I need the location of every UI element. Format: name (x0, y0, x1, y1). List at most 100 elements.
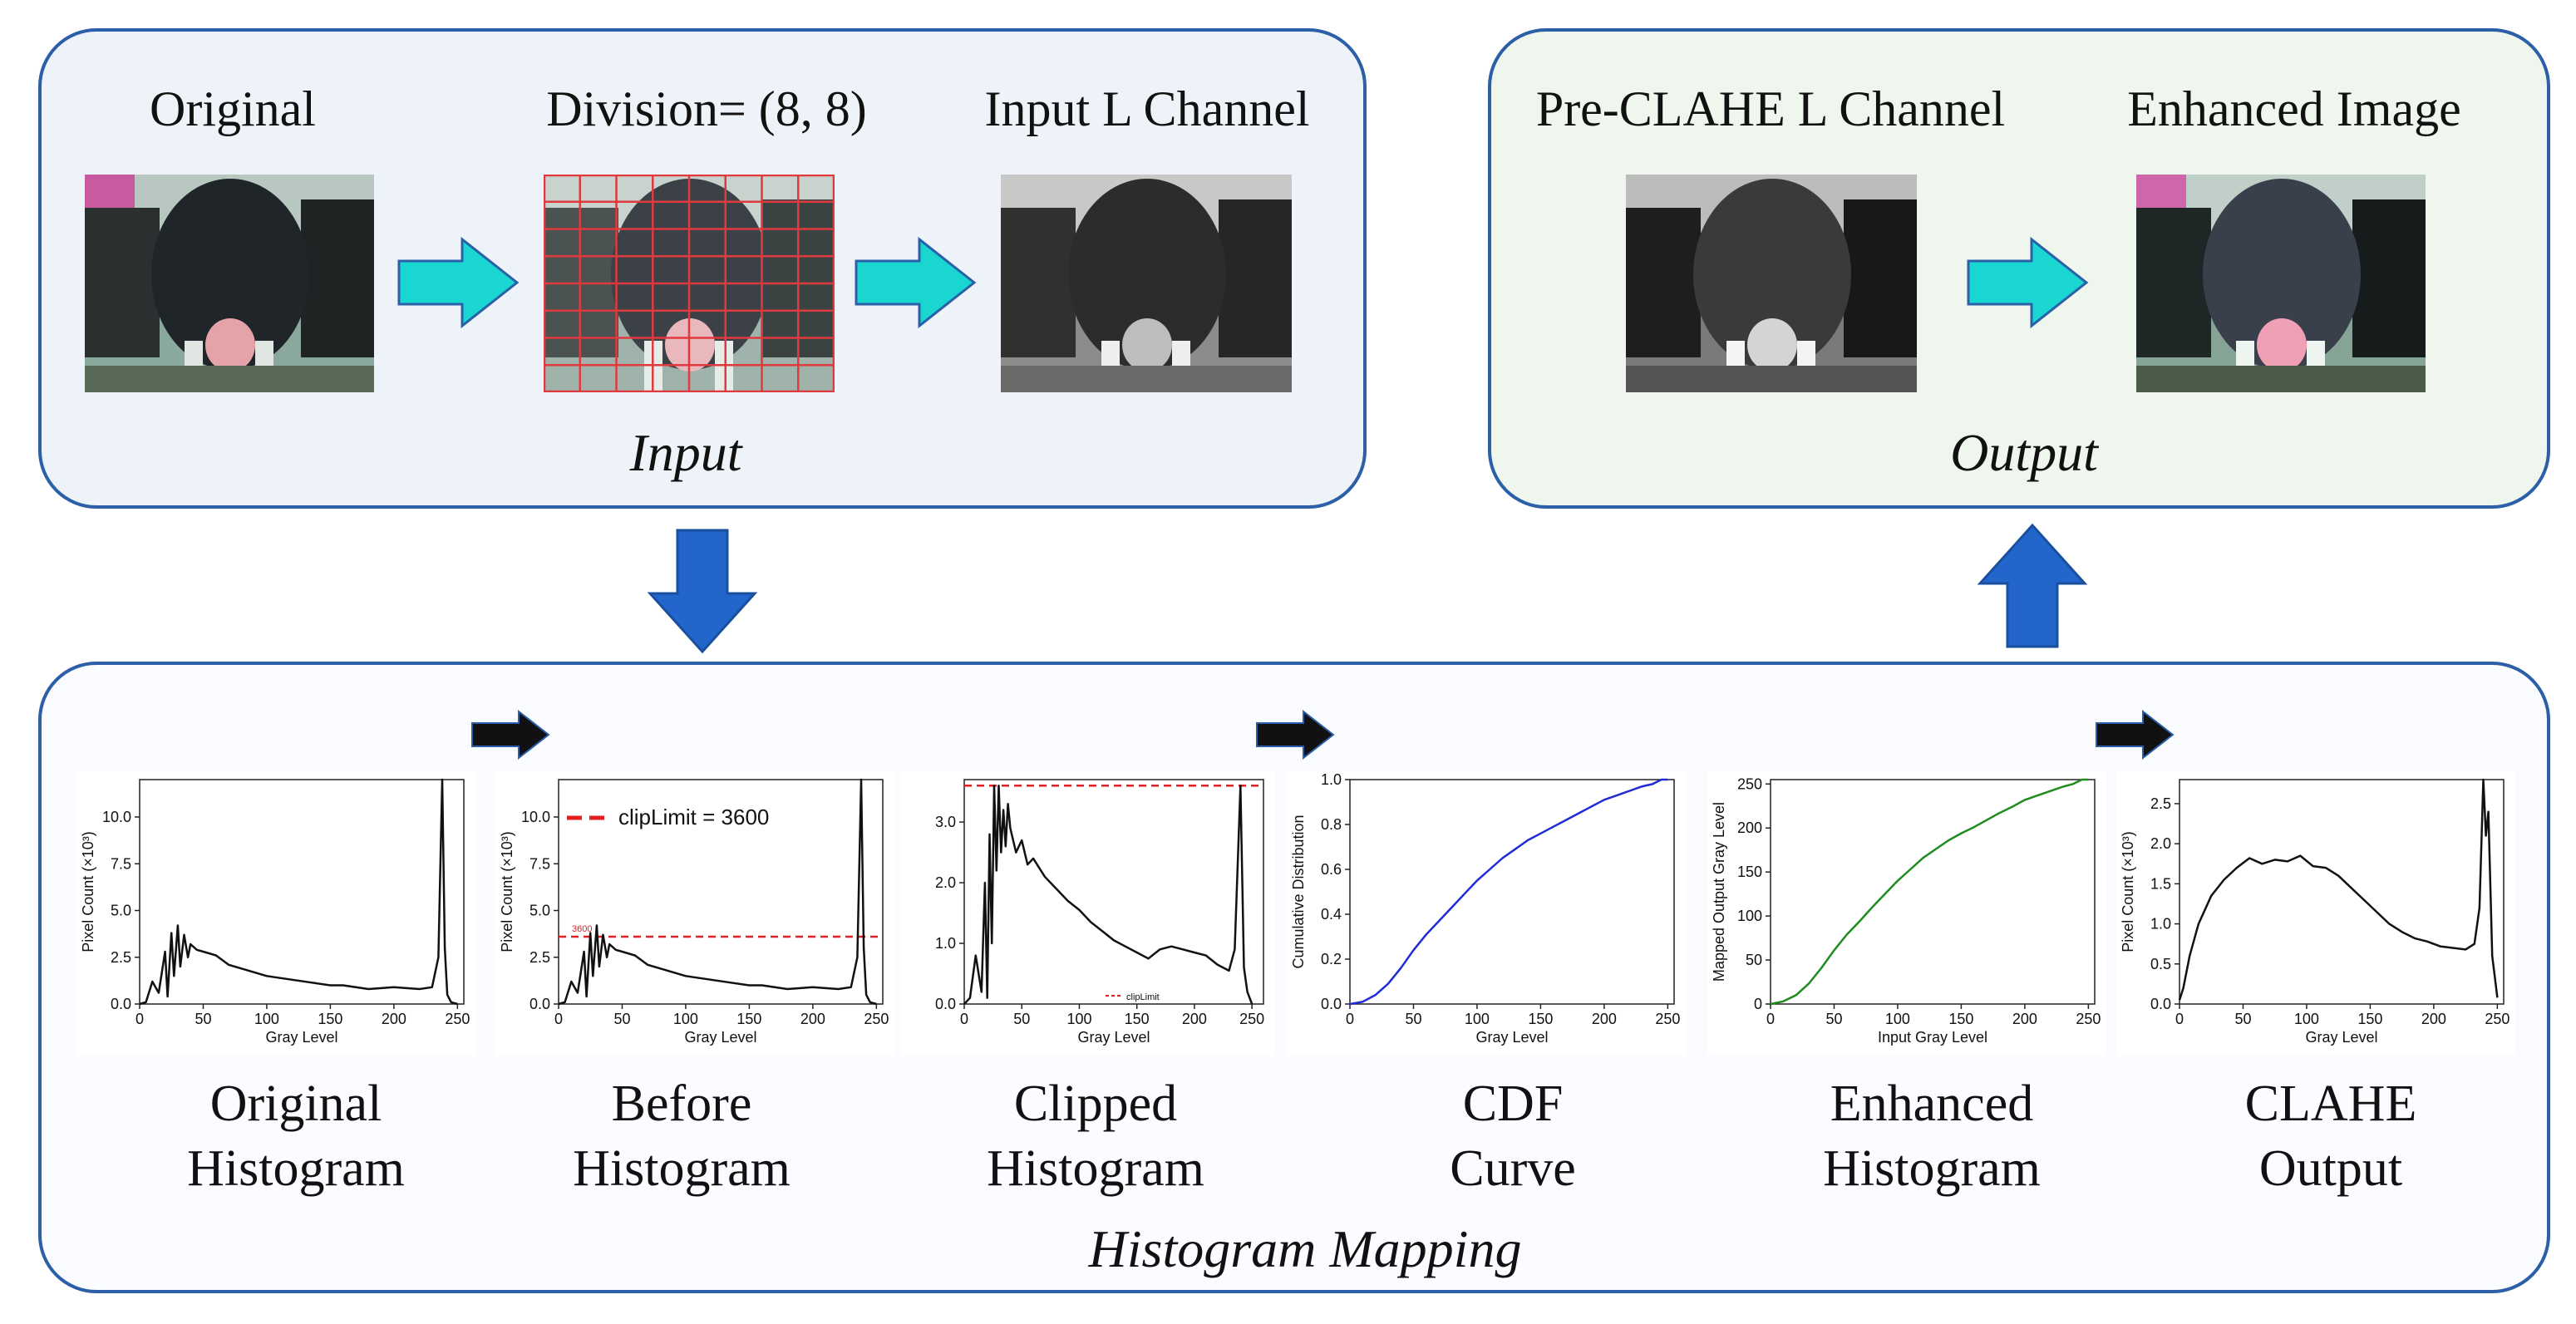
black-right-arrow-icon (471, 709, 550, 760)
chart-background (1287, 771, 1686, 1056)
series-line (139, 778, 458, 1006)
input-l-channel-image (1001, 175, 1292, 392)
y-tick-label: 0.2 (1321, 951, 1342, 967)
x-tick-label: 150 (318, 1011, 342, 1027)
caption-line: Clipped (1013, 1075, 1178, 1132)
y-tick-label: 0.0 (1321, 996, 1342, 1012)
plot-frame (1349, 779, 1675, 1005)
x-tick-label: 200 (1182, 1011, 1207, 1027)
x-tick-label: 0 (1766, 1011, 1775, 1027)
y-axis-label: Pixel Count (×10³) (499, 831, 515, 952)
caption-line: Curve (1450, 1139, 1576, 1197)
y-tick-label: 7.5 (529, 855, 550, 872)
enhanced-image (2136, 175, 2426, 392)
y-axis-label: Mapped Output Gray Level (1711, 802, 1727, 982)
chart-background (2116, 771, 2515, 1056)
y-tick-label: 0.6 (1321, 861, 1342, 878)
x-tick-label: 50 (195, 1011, 211, 1027)
y-tick-label: 1.0 (1321, 771, 1342, 788)
y-axis-label: Pixel Count (×10³) (80, 831, 96, 952)
caption-line: Histogram (1823, 1139, 2041, 1197)
series-line (963, 785, 1254, 1005)
before-histogram-chart: 0 50 100 150 200 250 0.0 2.5 5.0 7.5 10.0 Gray Leve… (495, 771, 894, 1056)
y-tick-label: 2.0 (935, 874, 956, 891)
caption-line: Output (2258, 1139, 2403, 1197)
plot-frame (558, 779, 884, 1005)
caption-line: Before (611, 1075, 752, 1132)
blue-down-arrow-icon (647, 529, 758, 654)
y-tick-label: 1.5 (2150, 875, 2171, 892)
x-tick-label: 0 (2175, 1011, 2184, 1027)
y-tick-label: 100 (1737, 908, 1762, 924)
input-section-label: Input (629, 423, 742, 482)
caption-line: Enhanced (1830, 1075, 2034, 1132)
pre-clahe-label: Pre-CLAHE L Channel (1535, 81, 2006, 136)
y-tick-label: 1.0 (2150, 916, 2171, 933)
black-right-arrow-icon (1256, 709, 1335, 760)
plot-frame (139, 779, 465, 1005)
division-label: Division= (8, 8) (546, 81, 867, 136)
y-axis-label: Cumulative Distribution (1290, 815, 1307, 968)
caption-clahe-output: CLAHE Output (2165, 1072, 2497, 1201)
x-tick-label: 100 (1465, 1011, 1490, 1027)
y-tick-label: 3.0 (935, 814, 956, 830)
y-tick-label: 2.5 (111, 949, 131, 966)
x-tick-label: 200 (1592, 1011, 1617, 1027)
chart-background (901, 771, 1275, 1056)
x-tick-label: 0 (1346, 1011, 1354, 1027)
caption-line: CDF (1462, 1075, 1564, 1132)
original-histogram-chart: 0 50 100 150 200 250 0.0 2.5 5.0 7.5 10.0 Gray Leve… (76, 771, 475, 1056)
blue-up-arrow-icon (1977, 523, 2088, 648)
y-tick-label: 2.0 (2150, 835, 2171, 852)
legend-label: clipLimit = 3600 (618, 805, 769, 829)
x-tick-label: 200 (800, 1011, 825, 1027)
original-label: Original (150, 81, 316, 136)
x-tick-label: 100 (1066, 1011, 1091, 1027)
clip-value-label: 3600 (572, 924, 592, 934)
y-axis-label: Pixel Count (×10³) (2120, 831, 2136, 952)
y-tick-label: 5.0 (529, 903, 550, 919)
y-tick-label: 7.5 (111, 855, 131, 872)
caption-cdf-curve: CDF Curve (1347, 1072, 1679, 1201)
x-tick-label: 50 (2234, 1011, 2251, 1027)
caption-before-histogram: Before Histogram (515, 1072, 848, 1201)
caption-line: Histogram (987, 1139, 1204, 1197)
series-line (1349, 778, 1668, 1006)
x-tick-label: 150 (736, 1011, 761, 1027)
x-tick-label: 150 (1528, 1011, 1553, 1027)
x-tick-label: 50 (613, 1011, 630, 1027)
y-tick-label: 0 (1754, 996, 1762, 1012)
series-line (2178, 778, 2499, 1001)
x-tick-label: 250 (2076, 1011, 2101, 1027)
chart-background (76, 771, 475, 1056)
x-axis-label: Gray Level (265, 1029, 337, 1046)
y-tick-label: 0.0 (529, 996, 550, 1012)
x-tick-label: 250 (864, 1011, 889, 1027)
x-tick-label: 0 (960, 1011, 968, 1027)
original-cow-image (85, 175, 374, 392)
x-tick-label: 100 (673, 1011, 698, 1027)
x-tick-label: 250 (1239, 1011, 1264, 1027)
legend-label: clipLimit (1126, 992, 1160, 1002)
chart-background (1707, 771, 2106, 1056)
x-tick-label: 250 (1655, 1011, 1680, 1027)
enhanced-image-label: Enhanced Image (2127, 81, 2461, 136)
y-tick-label: 2.5 (2150, 795, 2171, 812)
y-tick-label: 0.4 (1321, 906, 1342, 923)
y-tick-label: 5.0 (111, 903, 131, 919)
x-tick-label: 150 (1948, 1011, 1973, 1027)
y-tick-label: 10.0 (521, 809, 550, 825)
x-axis-label: Gray Level (2305, 1029, 2377, 1046)
x-axis-label: Gray Level (1475, 1029, 1548, 1046)
caption-line: Histogram (187, 1139, 405, 1197)
x-tick-label: 100 (254, 1011, 279, 1027)
cyan-right-arrow-icon (397, 236, 520, 329)
x-tick-label: 100 (1885, 1011, 1910, 1027)
caption-line: Original (209, 1075, 382, 1132)
x-axis-label: Gray Level (1077, 1029, 1150, 1046)
x-tick-label: 0 (554, 1011, 563, 1027)
y-tick-label: 150 (1737, 864, 1762, 880)
plot-frame (963, 779, 1264, 1005)
plot-frame (1770, 779, 2096, 1005)
series-line (558, 778, 877, 1006)
